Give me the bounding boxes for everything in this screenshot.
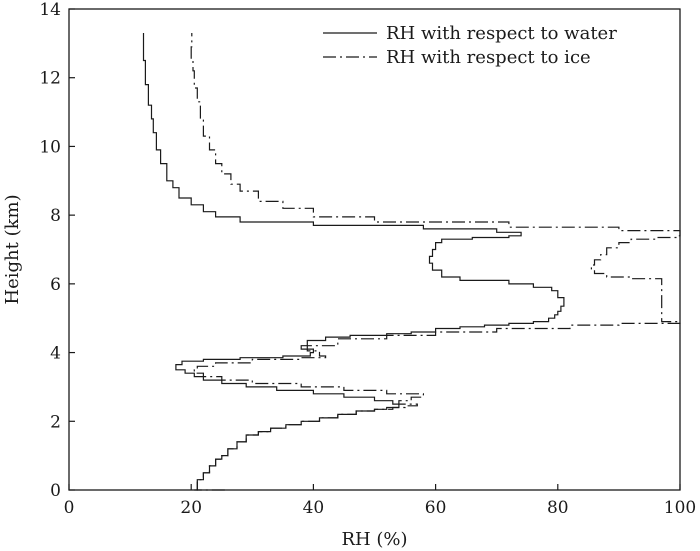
y-axis-title: Height (km) — [2, 194, 23, 304]
y-tick-label: 6 — [50, 275, 61, 295]
series-layer — [142, 33, 681, 491]
series-line-ice — [190, 33, 681, 491]
y-ticks: 0 2 4 6 8 10 12 14 — [39, 0, 75, 501]
y-tick-label: 4 — [50, 344, 61, 364]
legend: RH with respect to water RH with respect… — [323, 23, 617, 68]
x-tick-label: 60 — [425, 498, 447, 518]
series-line-water — [142, 33, 565, 491]
x-tick-label: 80 — [547, 498, 569, 518]
y-tick-label: 2 — [50, 412, 61, 432]
y-tick-label: 12 — [39, 69, 61, 89]
y-tick-label: 8 — [50, 206, 61, 226]
legend-label-ice: RH with respect to ice — [386, 47, 591, 68]
x-tick-label: 40 — [303, 498, 325, 518]
x-ticks: 0 20 40 60 80 100 — [64, 484, 696, 518]
y-tick-label: 10 — [39, 137, 61, 157]
y-tick-label: 14 — [39, 0, 61, 20]
x-tick-label: 0 — [64, 498, 75, 518]
x-tick-label: 20 — [180, 498, 202, 518]
x-tick-label: 100 — [664, 498, 696, 518]
legend-label-water: RH with respect to water — [386, 23, 617, 44]
plot-frame — [68, 8, 681, 491]
x-axis-title: RH (%) — [341, 529, 407, 550]
y-tick-label: 0 — [50, 481, 61, 501]
